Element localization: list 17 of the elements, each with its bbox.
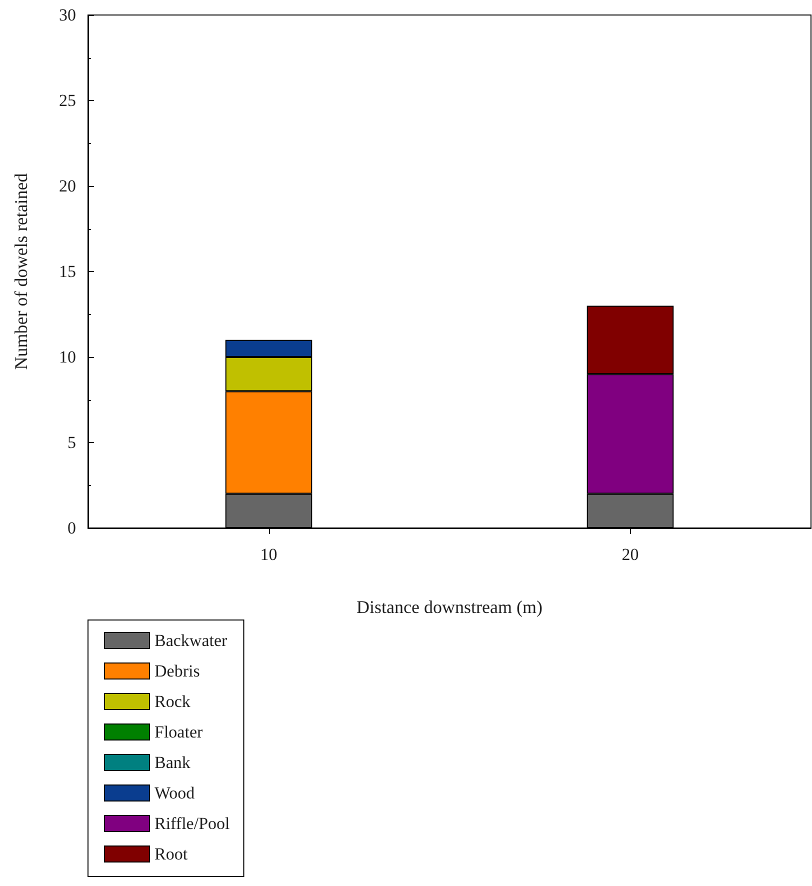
y-tick-label: 10 bbox=[59, 348, 76, 366]
legend-label: Root bbox=[154, 844, 188, 864]
legend-label: Floater bbox=[154, 722, 203, 742]
y-axis-title: Number of dowels retained bbox=[11, 173, 31, 370]
y-tick-label: 5 bbox=[68, 433, 76, 452]
legend-label: Backwater bbox=[154, 631, 228, 650]
x-axis-title: Distance downstream (m) bbox=[356, 597, 542, 617]
legend-label: Bank bbox=[154, 753, 191, 772]
legend-label: Debris bbox=[154, 662, 200, 680]
y-tick-label: 0 bbox=[68, 518, 76, 538]
legend-label: Wood bbox=[154, 784, 196, 802]
y-tick-label: 15 bbox=[59, 262, 76, 281]
y-tick-label: 20 bbox=[59, 176, 76, 196]
y-tick-label: 30 bbox=[59, 6, 76, 24]
legend-label: Rock bbox=[154, 692, 191, 711]
legend-label: Riffle/Pool bbox=[154, 814, 230, 833]
y-tick-label: 25 bbox=[59, 91, 76, 110]
